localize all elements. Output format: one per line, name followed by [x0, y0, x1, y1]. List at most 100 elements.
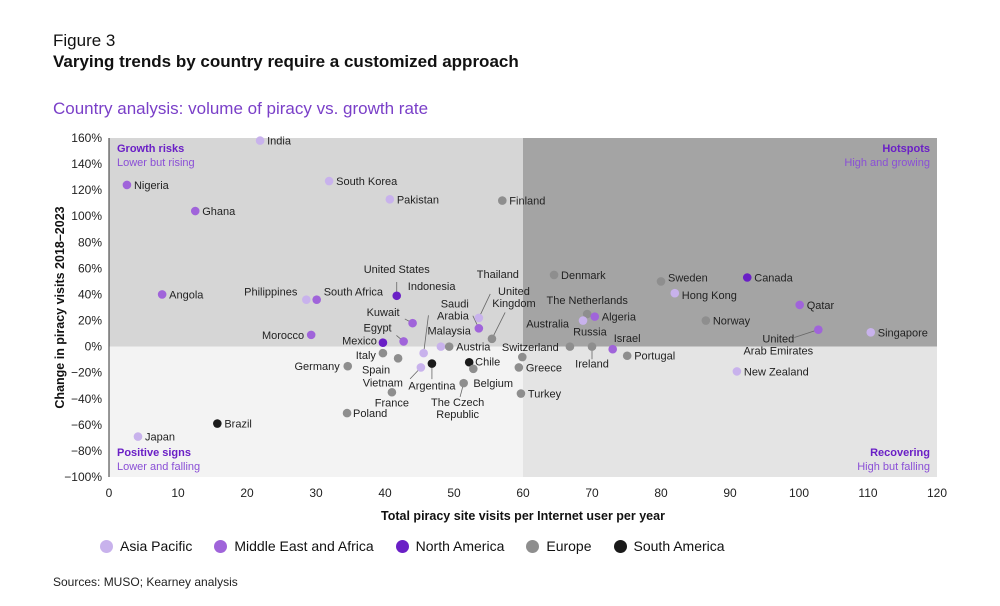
data-point-indonesia [419, 348, 428, 358]
data-point-denmark [549, 270, 559, 280]
source-note: Sources: MUSO; Kearney analysis [53, 575, 238, 589]
quadrant-title: Hotspots [882, 143, 930, 155]
data-point-poland [342, 408, 352, 418]
data-label-qatar: Qatar [807, 300, 835, 312]
data-point-united-states [392, 291, 402, 301]
x-tick-label: 100 [789, 486, 809, 500]
data-label-japan: Japan [145, 432, 175, 444]
y-axis-label: Change in piracy visits 2018–2023 [53, 206, 67, 408]
data-point-austria [444, 342, 454, 351]
data-label-the-netherlands: The Netherlands [547, 295, 629, 307]
data-label-singapore: Singapore [878, 327, 928, 339]
y-tick-label: 40% [78, 287, 102, 301]
data-label-austria: Austria [456, 342, 491, 354]
data-label-belgium: Belgium [473, 378, 513, 390]
legend-swatch [526, 539, 540, 553]
x-tick-label: 70 [585, 486, 599, 500]
data-label-germany: Germany [294, 361, 340, 373]
data-label-canada: Canada [754, 273, 793, 285]
data-label-ghana: Ghana [202, 206, 236, 218]
legend-item-europe: Europe [526, 538, 592, 554]
quadrant-recovering [523, 346, 937, 477]
data-label-spain: Spain [362, 364, 390, 376]
data-label-morocco: Morocco [262, 330, 304, 342]
data-label-brazil: Brazil [224, 419, 252, 431]
data-point-qatar [795, 300, 804, 310]
x-tick-label: 80 [654, 486, 668, 500]
data-point-russia [565, 342, 575, 351]
data-point-chile [464, 357, 474, 367]
quadrant-subtitle: High and growing [844, 157, 930, 169]
data-point-angola [157, 290, 167, 299]
y-tick-label: 160% [71, 131, 102, 145]
data-label-malaysia: Malaysia [427, 326, 471, 338]
data-point-algeria [590, 312, 600, 321]
data-label-india: India [267, 136, 292, 148]
chart-subtitle: Country analysis: volume of piracy vs. g… [53, 99, 429, 118]
data-point-new-zealand [732, 367, 742, 376]
data-label-italy: Italy [356, 350, 377, 362]
data-label-turkey: Turkey [528, 389, 562, 401]
data-point-saudi-arabia [474, 324, 484, 333]
data-point-kuwait [408, 318, 417, 328]
legend-swatch [214, 539, 228, 553]
y-tick-label: 120% [71, 183, 102, 197]
data-label-united-kingdom: United Kingdom [492, 286, 535, 310]
y-tick-label: 60% [78, 261, 102, 275]
legend-swatch [100, 539, 113, 553]
data-point-canada [742, 273, 752, 282]
data-label-hong-kong: Hong Kong [682, 290, 737, 302]
data-label-saudi-arabia: Saudi Arabia [437, 298, 470, 322]
leader-line [423, 315, 429, 354]
data-label-switzerland: Switzerland [502, 342, 559, 354]
data-label-algeria: Algeria [602, 312, 637, 324]
y-tick-label: −60% [71, 418, 102, 432]
leader-line [491, 312, 506, 339]
x-axis-label: Total piracy site visits per Internet us… [381, 509, 665, 523]
data-point-south-korea [324, 176, 334, 186]
data-label-philippines: Philippines [244, 287, 298, 299]
data-point-spain [393, 354, 403, 363]
legend-label: South America [633, 538, 725, 554]
x-tick-label: 120 [927, 486, 947, 500]
data-label-poland: Poland [353, 408, 387, 420]
quadrant-positive-signs [109, 346, 523, 477]
data-label-vietnam: Vietnam [363, 377, 403, 389]
data-label-indonesia: Indonesia [408, 281, 457, 293]
data-label-chile: Chile [475, 356, 500, 368]
data-label-argentina: Argentina [408, 381, 456, 393]
data-point-finland [498, 196, 507, 205]
data-label-pakistan: Pakistan [397, 194, 439, 206]
data-point-pakistan [385, 194, 395, 204]
data-point-belgium [469, 364, 478, 374]
y-tick-label: −100% [64, 470, 102, 484]
quadrant-title: Positive signs [117, 447, 191, 459]
data-label-portugal: Portugal [634, 351, 675, 363]
data-label-ireland: Ireland [575, 359, 609, 371]
data-point-united-arab-emirates [814, 325, 823, 334]
x-tick-label: 90 [723, 486, 737, 500]
leader-line [478, 293, 491, 319]
data-point-malaysia [436, 342, 446, 351]
data-label-the-czech-republic: The Czech Republic [431, 397, 484, 421]
data-label-israel: Israel [614, 333, 641, 345]
x-tick-label: 10 [171, 486, 185, 500]
quadrant-subtitle: High but falling [857, 461, 930, 473]
y-tick-label: 80% [78, 235, 102, 249]
legend-item-asia-pacific: Asia Pacific [100, 538, 192, 554]
data-point-nigeria [122, 180, 132, 190]
data-point-philippines [302, 295, 311, 304]
data-label-egypt: Egypt [363, 322, 391, 334]
y-tick-label: 140% [71, 157, 102, 171]
data-label-kuwait: Kuwait [367, 307, 400, 319]
data-point-ireland [587, 342, 597, 351]
quadrant-subtitle: Lower and falling [117, 461, 200, 473]
x-tick-label: 60 [516, 486, 530, 500]
data-point-japan [133, 432, 143, 441]
quadrant-subtitle: Lower but rising [117, 157, 195, 169]
y-tick-label: 20% [78, 314, 102, 328]
quadrant-hotspots [523, 138, 937, 347]
data-point-sweden [656, 277, 666, 286]
data-point-mexico [378, 338, 388, 348]
